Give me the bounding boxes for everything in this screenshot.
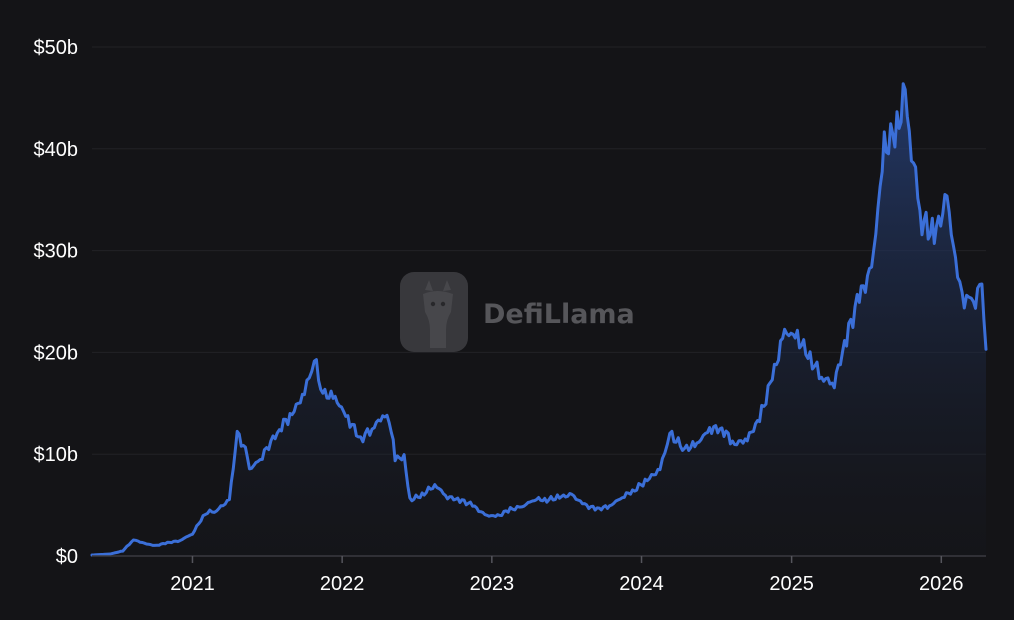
y-tick-label: $10b	[34, 444, 79, 466]
watermark: DefiLlama	[400, 272, 635, 352]
y-tick-label: $0	[56, 546, 78, 568]
series-line	[90, 82, 988, 557]
x-tick-label: 2021	[170, 573, 215, 595]
y-tick-label: $40b	[34, 139, 79, 161]
x-tick-label: 2023	[470, 573, 515, 595]
y-axis-ticks: $0 $10b $20b $30b $40b $50b	[34, 37, 79, 568]
x-tick-label: 2022	[320, 573, 365, 595]
x-tick-label: 2024	[619, 573, 664, 595]
x-tick-label: 2025	[769, 573, 814, 595]
x-tick-label: 2026	[919, 573, 964, 595]
llama-icon	[400, 272, 468, 352]
watermark-brand: DefiLlama	[483, 299, 635, 330]
series-area	[92, 83, 986, 556]
y-tick-label: $20b	[34, 342, 79, 364]
x-axis-ticks: 2021 2022 2023 2024 2025 2026	[170, 556, 964, 595]
y-tick-label: $30b	[34, 241, 79, 263]
y-tick-label: $50b	[34, 37, 79, 59]
series-layer	[90, 82, 988, 557]
